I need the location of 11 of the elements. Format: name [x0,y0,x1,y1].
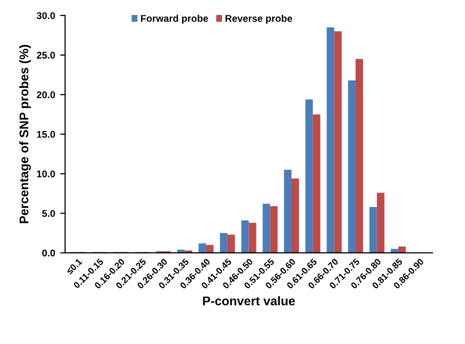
y-tick-label: 25.0 [36,52,55,59]
y-axis-title: Percentage of SNP probes (%) [19,44,31,224]
x-axis-title: P-convert value [203,296,295,306]
legend-label: Reverse probe [226,14,292,24]
y-tick-label: 10.0 [37,170,55,178]
y-tick-label: 5.0 [42,210,55,217]
y-tick-label: 15.0 [37,130,55,138]
y-tick-label: 20.0 [36,91,55,98]
y-tick-label: 30.0 [36,12,55,20]
legend-label: Forward probe [141,14,208,24]
y-tick-label: 0.0 [42,250,55,256]
